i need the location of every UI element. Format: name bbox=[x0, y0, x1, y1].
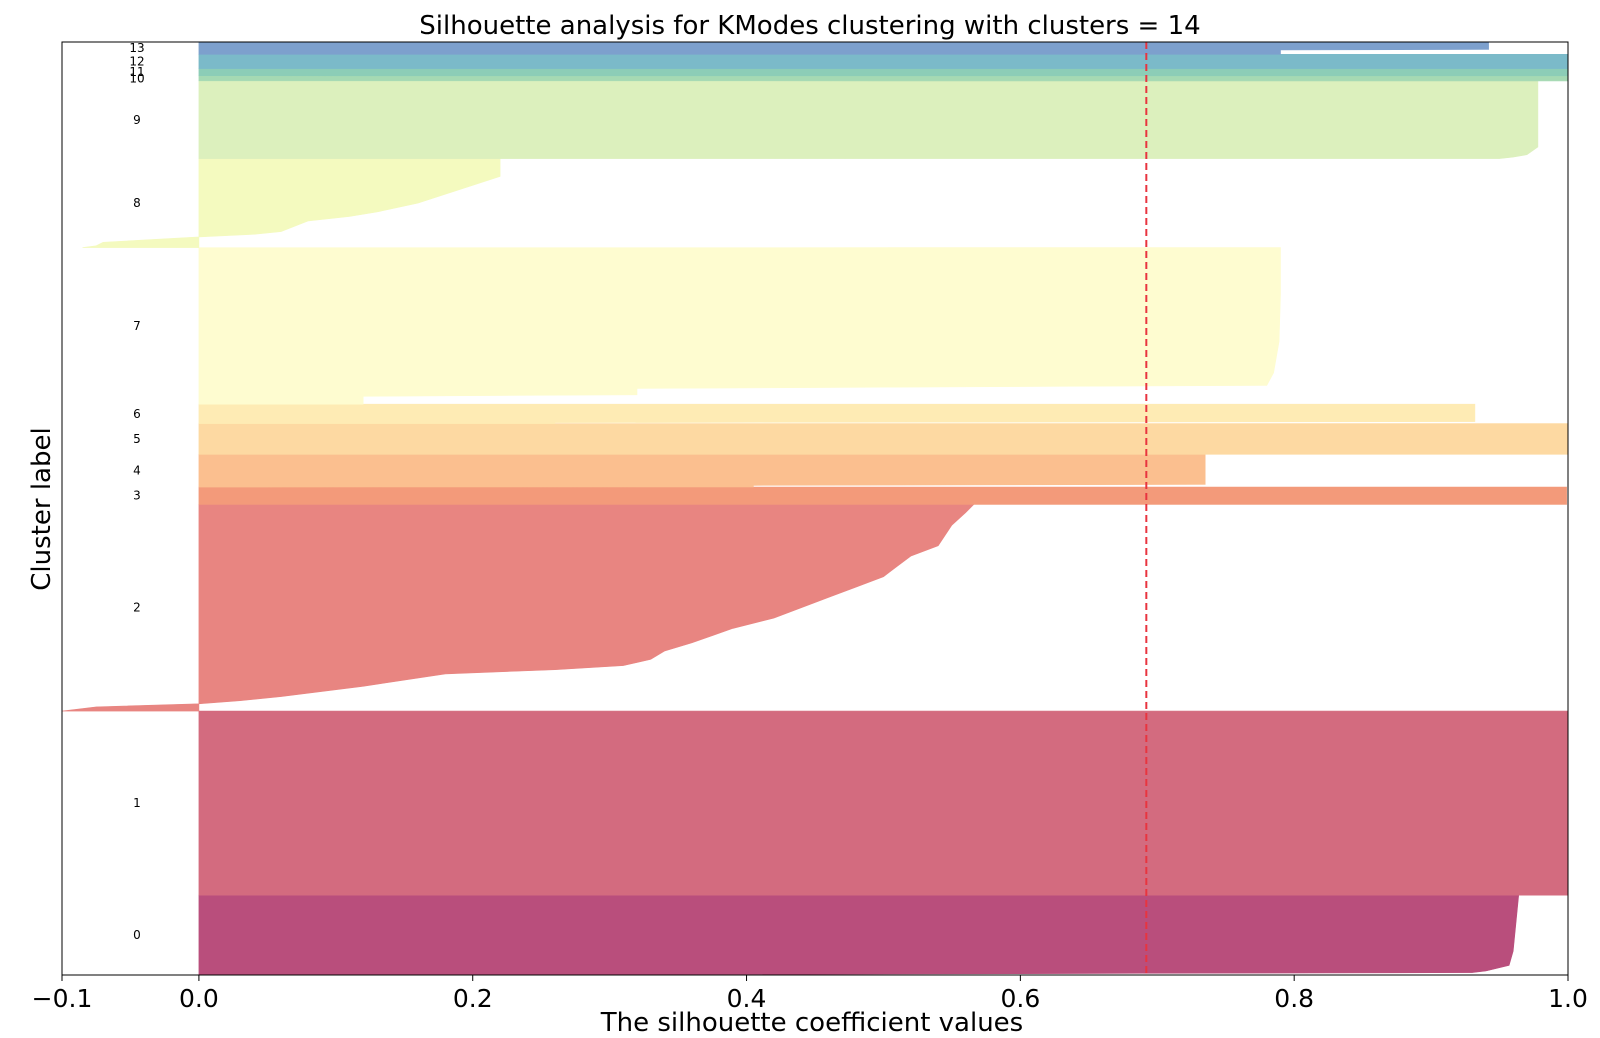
cluster-label-2: 2 bbox=[133, 601, 141, 615]
x-tick-label: 0.8 bbox=[1274, 984, 1314, 1013]
cluster-label-0: 0 bbox=[133, 928, 141, 942]
x-tick-label: −0.1 bbox=[32, 984, 93, 1013]
cluster-label-6: 6 bbox=[133, 407, 141, 421]
cluster-5-silhouette bbox=[198, 423, 1569, 455]
cluster-4-silhouette bbox=[198, 453, 1206, 488]
cluster-label-3: 3 bbox=[133, 489, 141, 503]
cluster-label-12: 12 bbox=[129, 54, 144, 68]
cluster-10-silhouette bbox=[198, 75, 1569, 82]
cluster-label-13: 13 bbox=[129, 41, 144, 55]
cluster-1-silhouette bbox=[198, 710, 1569, 896]
cluster-label-1: 1 bbox=[133, 796, 141, 810]
x-tick-label: 0.4 bbox=[727, 984, 767, 1013]
cluster-2-silhouette bbox=[61, 504, 975, 712]
plot-area bbox=[61, 41, 1569, 976]
x-axis-label: The silhouette coefficient values bbox=[600, 1008, 1023, 1038]
x-tick-label: 0.0 bbox=[179, 984, 219, 1013]
x-axis: −0.1 0.0 0.2 0.4 0.6 0.8 1.0 bbox=[32, 975, 1588, 1013]
plot-frame bbox=[61, 41, 1569, 976]
cluster-8-silhouette bbox=[82, 158, 501, 248]
chart-title: Silhouette analysis for KModes clusterin… bbox=[419, 11, 1200, 41]
x-tick-label: 0.2 bbox=[453, 984, 493, 1013]
cluster-7-silhouette bbox=[198, 247, 1281, 405]
y-axis-label: Cluster label bbox=[27, 427, 57, 590]
cluster-label-8: 8 bbox=[133, 196, 141, 210]
cluster-label-11: 11 bbox=[129, 65, 144, 79]
x-tick-label: 1.0 bbox=[1548, 984, 1588, 1013]
cluster-label-7: 7 bbox=[133, 319, 141, 333]
cluster-11-silhouette bbox=[198, 68, 1569, 77]
cluster-label-10: 10 bbox=[129, 71, 144, 85]
cluster-6-silhouette bbox=[198, 403, 1476, 424]
cluster-label-9: 9 bbox=[133, 113, 141, 127]
cluster-0-silhouette bbox=[198, 894, 1520, 976]
cluster-9-silhouette bbox=[198, 80, 1539, 159]
cluster-12-silhouette bbox=[198, 53, 1569, 69]
cluster-3-silhouette bbox=[198, 486, 1567, 505]
cluster-label-4: 4 bbox=[133, 464, 141, 478]
x-tick-label: 0.6 bbox=[1000, 984, 1040, 1013]
cluster-label-5: 5 bbox=[133, 432, 141, 446]
